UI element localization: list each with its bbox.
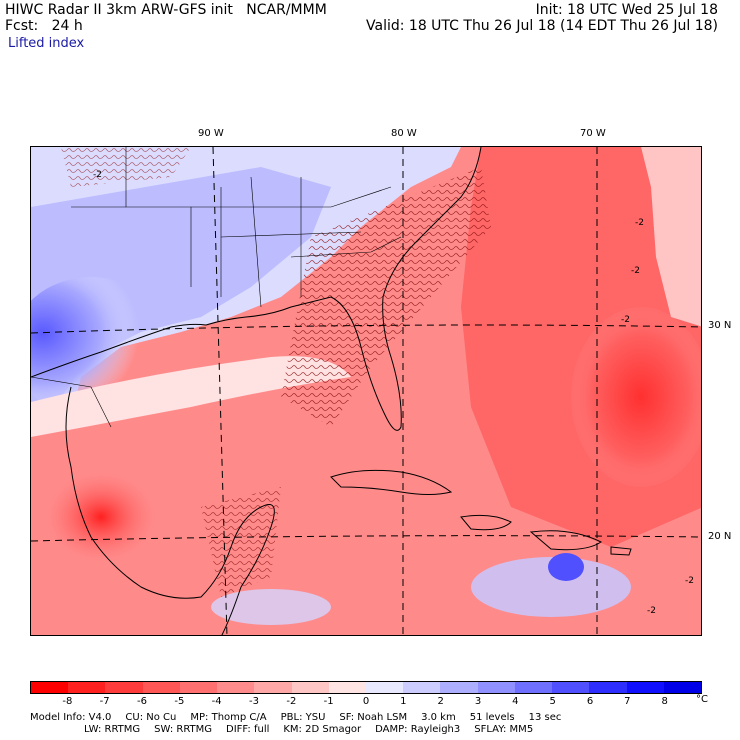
- gulf-light-band: [31, 356, 351, 437]
- us-gulf-atlantic-coast: [31, 147, 482, 431]
- colorbar-tick-label: -2: [286, 696, 297, 707]
- lon-label-70w: 70 W: [580, 128, 606, 139]
- colorbar-swatch: [142, 682, 180, 693]
- colorbar-tick-label: 0: [362, 696, 370, 707]
- contour-label: -2: [685, 576, 694, 586]
- colorbar-tick-label: -1: [323, 696, 334, 707]
- colorbar-swatch: [365, 682, 404, 693]
- colorbar-swatch: [328, 682, 366, 693]
- model-info-item: 51 levels: [469, 712, 515, 723]
- field-name: Lifted index: [8, 36, 85, 51]
- contour-label: -2: [635, 218, 644, 228]
- colorbar-swatch: [254, 682, 292, 693]
- model-info-item: DIFF: full: [226, 724, 270, 735]
- mexico-coast: [65, 386, 275, 635]
- model-info-item: SF: Noah LSM: [339, 712, 408, 723]
- model-info-item: SFLAY: MM5: [474, 724, 534, 735]
- colorbar-swatch: [291, 682, 329, 693]
- model-info-line1: Model Info: V4.0 CU: No Cu MP: Thomp C/A PB…: [30, 712, 702, 724]
- model-info-item: MP: Thomp C/A: [190, 712, 267, 723]
- model-info-item: SW: RRTMG: [154, 724, 213, 735]
- lifted-index-field: -2 -2 -2 -2 -2 -2: [31, 147, 701, 635]
- colorbar-tick-label: 5: [549, 696, 556, 707]
- caribbean-stable: [471, 557, 631, 617]
- coastlines: [31, 147, 632, 635]
- model-info-item: LW: RRTMG: [84, 724, 141, 735]
- colorbar-swatch: [31, 682, 69, 693]
- colorbar-labels: -8 -7 -6 -5 -4 -3 -2 -1 0 1 2 3 4 5 6 7 8: [30, 696, 702, 708]
- parallel-20n: [31, 535, 701, 542]
- weather-map: -2 -2 -2 -2 -2 -2: [30, 146, 702, 636]
- jamaica-coast: [460, 514, 512, 531]
- colorbar-swatch: [403, 682, 441, 693]
- caribbean-stable-core: [548, 553, 584, 581]
- colorbar: [30, 681, 702, 694]
- colorbar-tick-label: 6: [586, 696, 594, 707]
- graticule: [31, 147, 701, 635]
- valid-time: Valid: 18 UTC Thu 26 Jul 18 (14 EDT Thu …: [366, 18, 718, 34]
- parallel-30n: [31, 324, 701, 334]
- colorbar-swatch: [217, 682, 255, 693]
- contour-band-se: [281, 167, 491, 427]
- model-info-item: 3.0 km: [421, 712, 456, 723]
- pacific-stable: [211, 589, 331, 625]
- meridian-90w: [212, 147, 228, 635]
- colorbar-swatch: [68, 682, 106, 693]
- colorbar-tick-label: -4: [211, 696, 222, 707]
- atlantic-pale-edge: [641, 147, 701, 327]
- lon-label-80w: 80 W: [391, 128, 417, 139]
- forecast-hour: Fcst: 24 h: [5, 18, 83, 34]
- colorbar-swatch: [514, 682, 553, 693]
- colorbar-swatch: [663, 682, 701, 693]
- colorbar-tick-label: 8: [661, 696, 668, 707]
- state-borders: [31, 147, 402, 428]
- model-info-item: Model Info: V4.0: [30, 712, 112, 723]
- colorbar-tick-label: -3: [249, 696, 259, 707]
- colorbar-tick-label: 7: [624, 696, 631, 707]
- colorbar-swatch: [626, 682, 664, 693]
- colorbar-tick-label: 3: [474, 696, 482, 707]
- lat-label-30n: 30 N: [708, 320, 732, 331]
- colorbar-tick-label: -8: [62, 696, 73, 707]
- colorbar-tick-label: 4: [512, 696, 519, 707]
- model-info-item: KM: 2D Smagor: [283, 724, 362, 735]
- lat-label-20n: 20 N: [708, 531, 732, 542]
- model-info-item: PBL: YSU: [280, 712, 326, 723]
- contour-label: -2: [93, 170, 102, 180]
- model-info-item: CU: No Cu: [125, 712, 177, 723]
- colorbar-swatch: [552, 682, 590, 693]
- cuba-coast: [330, 469, 453, 495]
- colorbar-swatch: [105, 682, 143, 693]
- colorbar-swatch: [477, 682, 515, 693]
- mexico-unstable: [46, 472, 156, 562]
- contour-label: -2: [647, 606, 656, 616]
- contour-label: -2: [631, 266, 640, 276]
- colorbar-tick-label: -5: [174, 696, 185, 707]
- map-title: HIWC Radar II 3km ARW-GFS init NCAR/MMM: [5, 2, 327, 18]
- init-time: Init: 18 UTC Wed 25 Jul 18: [535, 2, 718, 18]
- model-info-item: DAMP: Rayleigh3: [375, 724, 461, 735]
- hispaniola-coast: [529, 530, 602, 551]
- colorbar-swatch: [440, 682, 478, 693]
- colorbar-tick-label: 2: [437, 696, 444, 707]
- lon-label-90w: 90 W: [198, 128, 224, 139]
- colorbar-tick-label: -6: [137, 696, 147, 707]
- model-info-line2: LW: RRTMG SW: RRTMG DIFF: full KM: 2D Smago…: [84, 724, 547, 736]
- colorbar-unit: °C: [696, 694, 708, 705]
- model-info-item: 13 sec: [528, 712, 562, 723]
- contour-label: -2: [621, 315, 630, 325]
- colorbar-swatch: [589, 682, 627, 693]
- puerto-rico-coast: [610, 546, 632, 556]
- colorbar-swatch: [179, 682, 218, 693]
- atlantic-unstable-core: [571, 307, 701, 487]
- colorbar-tick-label: -7: [99, 696, 110, 707]
- colorbar-tick-label: 1: [400, 696, 407, 707]
